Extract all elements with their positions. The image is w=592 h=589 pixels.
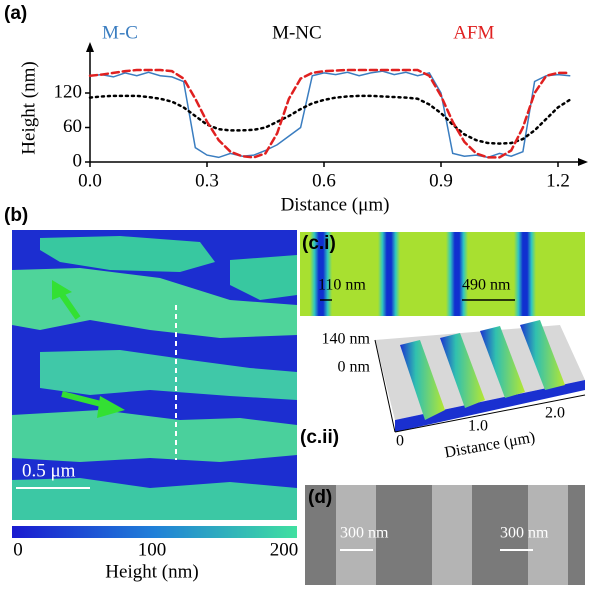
legend-entry: M-C (102, 22, 138, 43)
figure: (a) (b) Height (nm) Distance (μm) 0.5 μm… (0, 0, 592, 589)
panel-label: (c.ii) (300, 427, 339, 448)
x-tick-label: 2.0 (545, 405, 565, 422)
x-tick-label: 0.3 (195, 170, 219, 191)
y-tick-label: 60 (63, 116, 82, 137)
z-tick-label: 140 nm (322, 331, 371, 348)
stripe (514, 232, 536, 316)
panel-label: (b) (4, 205, 28, 226)
sem-stripe (432, 485, 472, 585)
x-tick-label: 0 (396, 433, 404, 450)
x-tick-label: 0.6 (312, 170, 336, 191)
dimension-label: 300 nm (500, 525, 549, 542)
x-axis-label: Distance (μm) (281, 194, 390, 215)
y-tick-label: 120 (54, 81, 83, 102)
y-axis-label: Height (nm) (18, 61, 39, 154)
panel-label: (d) (308, 487, 332, 508)
axis-arrow (578, 158, 588, 166)
dimension-label: 490 nm (462, 277, 511, 294)
colorbar-tick-label: 100 (138, 539, 167, 560)
dimension-label: 300 nm (340, 525, 389, 542)
panel-label: (a) (4, 3, 27, 24)
series-line (90, 96, 570, 144)
colorbar-tick-label: 0 (13, 539, 23, 560)
sem-image: (d) 300 nm 300 nm (305, 485, 585, 585)
legend-entry: M-NC (272, 22, 322, 43)
height-map: 0.5 μm (12, 230, 297, 520)
dimension-label: 110 nm (318, 277, 366, 294)
surface-3d: 140 nm 0 nm 0 1.0 2.0 Distance (μm) (c.i… (300, 320, 585, 462)
stripe (378, 232, 400, 316)
scale-bar-label: 0.5 μm (22, 460, 76, 481)
colorbar-tick-label: 200 (270, 539, 299, 560)
x-tick-label: 0.0 (78, 170, 102, 191)
y-tick-label: 0 (73, 150, 83, 171)
stripe (446, 232, 468, 316)
simulated-map: (c.i) 110 nm 490 nm (300, 232, 585, 316)
x-tick-label: 0.9 (429, 170, 453, 191)
legend-entry: AFM (453, 22, 494, 43)
colorbar (12, 526, 297, 538)
x-axis-label: Distance (μm) (443, 429, 536, 462)
x-tick-label: 1.0 (468, 418, 488, 435)
axis-arrow (86, 42, 94, 52)
map-background (300, 232, 585, 316)
z-tick-label: 0 nm (338, 359, 371, 376)
panel-label: (c.i) (302, 233, 336, 254)
x-tick-label: 1.2 (546, 170, 570, 191)
colorbar-label: Height (nm) (105, 561, 198, 582)
